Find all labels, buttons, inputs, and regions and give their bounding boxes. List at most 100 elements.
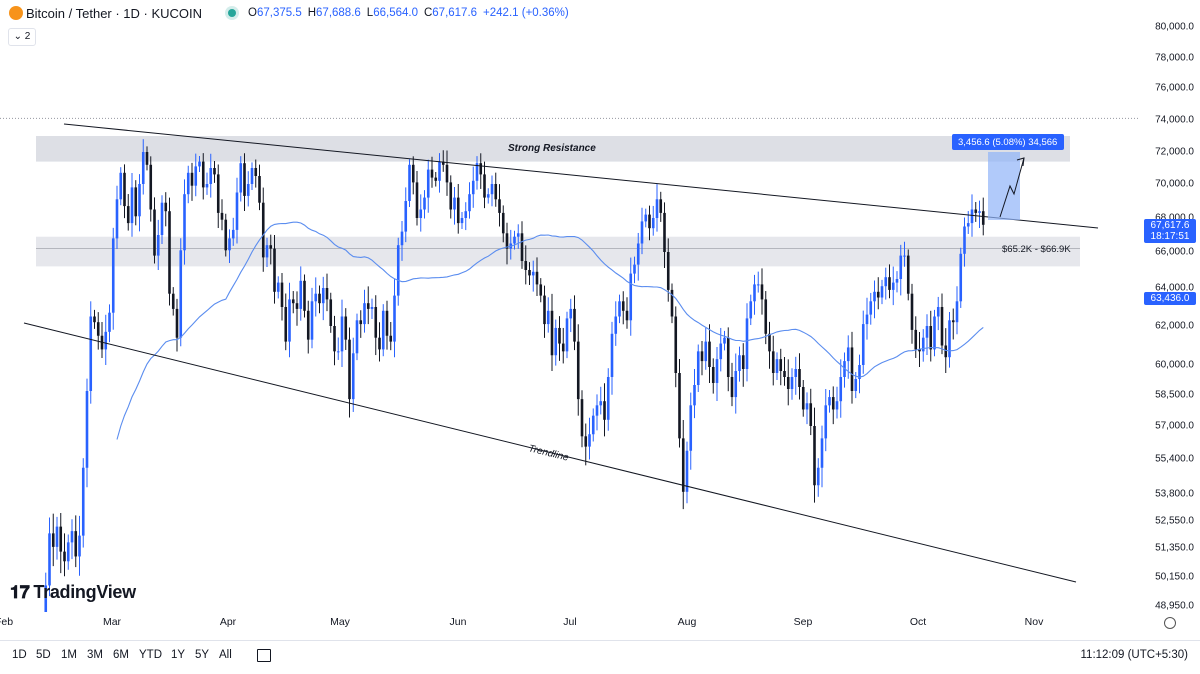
candle — [280, 282, 284, 307]
candle — [393, 295, 396, 342]
candle — [213, 168, 216, 175]
candle — [918, 349, 921, 352]
candle — [884, 277, 888, 287]
candle — [471, 180, 475, 195]
candle — [614, 316, 618, 334]
candle — [674, 316, 678, 373]
candle — [895, 279, 899, 283]
ohlc-label: O — [248, 7, 257, 19]
symbol-title[interactable]: Bitcoin / Tether · 1D · KUCOIN — [26, 6, 203, 21]
candle — [790, 377, 794, 389]
ohlc-legend: O67,375.5 H67,688.6 L66,564.0 C67,617.6 +242… — [248, 7, 575, 19]
range-button-6m[interactable]: 6M — [113, 649, 129, 661]
range-button-1y[interactable]: 1Y — [171, 649, 186, 661]
range-button-5y[interactable]: 5Y — [195, 649, 210, 661]
candle — [310, 301, 314, 340]
price-chart[interactable]: Strong Resistance $65.2K - $66.9K Trendlin… — [0, 0, 1140, 612]
clock: 11:12:09 (UTC+5:30) — [1080, 649, 1189, 661]
bar-countdown: 18:17:51 — [1150, 231, 1190, 242]
candle — [798, 369, 801, 387]
candle — [681, 438, 685, 492]
price-tick: 53,800.0 — [1155, 488, 1194, 500]
candle — [629, 273, 633, 321]
ohlc-label: L — [366, 7, 374, 19]
candle — [445, 164, 449, 183]
candle — [880, 286, 884, 298]
candle — [81, 467, 85, 536]
candle — [663, 212, 666, 252]
candle — [854, 379, 858, 391]
candle — [216, 174, 220, 213]
bitcoin-icon — [9, 6, 23, 20]
candle — [276, 282, 280, 292]
range-button-5d[interactable]: 5D — [36, 649, 51, 661]
candle — [404, 201, 408, 232]
candle — [820, 438, 824, 468]
candle — [824, 405, 828, 439]
candle — [576, 341, 580, 400]
candle — [779, 359, 783, 371]
candle — [745, 318, 749, 369]
moving-average-price-label: 63,436.0 — [1144, 291, 1196, 305]
candle — [693, 385, 696, 406]
candle — [400, 231, 404, 246]
candle — [438, 161, 441, 181]
range-button-all[interactable]: All — [219, 649, 232, 661]
candle — [715, 359, 719, 383]
candle — [801, 387, 805, 410]
range-button-3m[interactable]: 3M — [87, 649, 103, 661]
candle — [580, 399, 584, 437]
range-button-1m[interactable]: 1M — [61, 649, 77, 661]
candle — [899, 255, 903, 279]
range-button-ytd[interactable]: YTD — [139, 649, 162, 661]
candle — [685, 450, 689, 492]
candle — [321, 288, 325, 304]
time-axis[interactable]: Feb Mar Apr May Jun Jul Aug Sep Oct Nov — [0, 613, 1140, 633]
candle — [850, 347, 854, 391]
candle — [483, 174, 486, 198]
candle — [764, 299, 768, 334]
date-range-icon[interactable] — [257, 649, 271, 662]
ohlc-label: C — [423, 7, 433, 19]
price-axis[interactable]: 80,000.0 78,000.0 76,000.0 74,000.0 72,000.0… — [1142, 0, 1200, 640]
candle — [190, 172, 194, 186]
candle — [734, 371, 738, 398]
candle — [704, 341, 708, 362]
ohlc-value: 66,564.0 — [373, 7, 418, 19]
candle — [134, 187, 138, 217]
candle — [153, 209, 156, 256]
candle — [183, 194, 186, 251]
candle — [228, 238, 231, 251]
candle — [888, 277, 891, 290]
range-button-1d[interactable]: 1D — [12, 649, 27, 661]
candle — [355, 320, 359, 354]
candle — [741, 355, 745, 369]
candle — [708, 341, 711, 367]
candle — [464, 211, 468, 218]
ohlc-value: 67,688.6 — [316, 7, 361, 19]
candle — [468, 194, 471, 212]
candle — [516, 233, 520, 237]
candle — [441, 161, 445, 165]
measure-label-bg — [952, 134, 1064, 150]
price-tick: 68,000.0 — [1155, 212, 1194, 224]
time-tick: Apr — [219, 616, 237, 628]
gear-icon[interactable] — [1164, 617, 1176, 629]
upper-trendline — [63, 123, 1099, 229]
candle — [670, 289, 674, 317]
support-label: $65.2K - $66.9K — [1002, 244, 1071, 255]
candle — [505, 233, 509, 249]
candle — [295, 303, 299, 309]
candle — [603, 401, 606, 420]
candle — [119, 172, 123, 200]
candle — [696, 351, 700, 385]
candle — [48, 533, 51, 586]
candle — [220, 212, 224, 220]
indicator-toggle-button[interactable]: ⌄ 2 — [8, 28, 36, 46]
candle — [659, 199, 663, 213]
candle — [423, 197, 426, 210]
candle — [835, 401, 839, 410]
candle — [944, 345, 948, 358]
candle — [501, 212, 505, 234]
candle — [205, 184, 209, 188]
